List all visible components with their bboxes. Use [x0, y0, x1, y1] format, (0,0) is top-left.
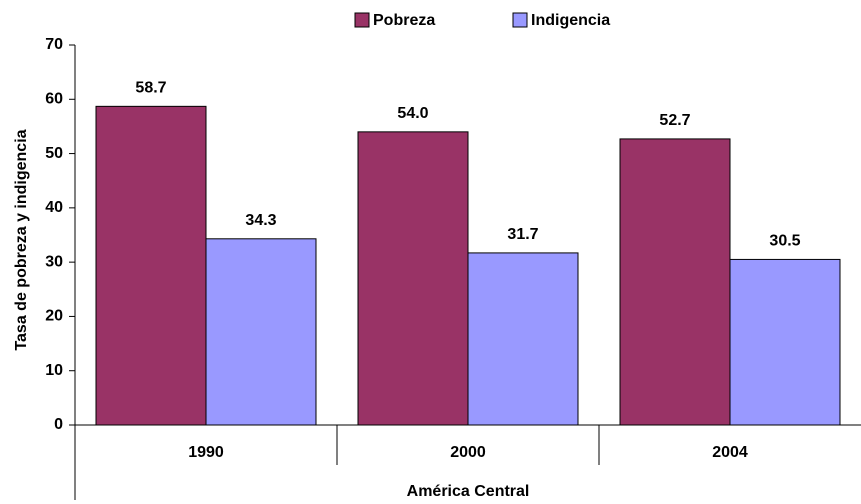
- y-tick-label: 50: [45, 145, 63, 162]
- value-label: 34.3: [245, 212, 276, 229]
- value-label: 52.7: [659, 112, 690, 129]
- bar: [357, 131, 469, 426]
- bar: [205, 238, 317, 426]
- y-tick-label: 70: [45, 36, 63, 53]
- y-tick-label: 0: [54, 416, 63, 433]
- x-tick-label: 2004: [712, 444, 748, 461]
- bar: [467, 252, 579, 426]
- value-label: 58.7: [135, 80, 166, 97]
- legend-label: Pobreza: [373, 12, 435, 29]
- legend-label: Indigencia: [531, 12, 610, 29]
- legend-swatch: [354, 12, 370, 28]
- y-tick-label: 30: [45, 253, 63, 270]
- bar: [729, 258, 841, 426]
- value-label: 31.7: [507, 226, 538, 243]
- y-tick-label: 60: [45, 91, 63, 108]
- x-tick-label: 2000: [450, 444, 486, 461]
- y-axis-title: Tasa de pobreza y indigencia: [13, 129, 30, 350]
- value-label: 54.0: [397, 105, 428, 122]
- legend-swatch: [512, 12, 528, 28]
- bar: [619, 138, 731, 426]
- bar: [95, 105, 207, 426]
- y-tick-label: 20: [45, 308, 63, 325]
- value-label: 30.5: [769, 233, 800, 250]
- y-tick-label: 40: [45, 199, 63, 216]
- y-tick-label: 10: [45, 362, 63, 379]
- x-tick-label: 1990: [188, 444, 224, 461]
- x-axis-title: América Central: [407, 483, 530, 500]
